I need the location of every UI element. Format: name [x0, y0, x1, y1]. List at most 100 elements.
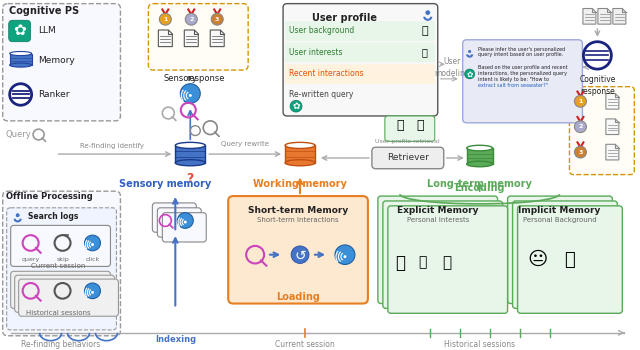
Circle shape	[91, 243, 94, 246]
Ellipse shape	[175, 160, 205, 166]
FancyBboxPatch shape	[388, 206, 508, 313]
Text: Retriever: Retriever	[387, 154, 429, 162]
Text: query: query	[22, 257, 40, 262]
Ellipse shape	[467, 161, 493, 167]
Circle shape	[177, 213, 193, 228]
FancyBboxPatch shape	[228, 196, 368, 303]
Text: 2: 2	[189, 17, 193, 22]
Text: Based on the user profile and recent: Based on the user profile and recent	[477, 65, 567, 70]
Text: response: response	[186, 74, 225, 83]
FancyBboxPatch shape	[152, 203, 196, 232]
Text: Sensory: Sensory	[163, 74, 197, 83]
Ellipse shape	[285, 142, 315, 148]
Polygon shape	[613, 8, 626, 24]
FancyBboxPatch shape	[9, 20, 31, 42]
Bar	[10, 54, 31, 65]
Text: 3: 3	[215, 17, 220, 22]
Text: ✿: ✿	[292, 102, 300, 111]
Text: Encoding: Encoding	[454, 183, 505, 193]
Text: Personal Background: Personal Background	[523, 217, 596, 223]
Text: Re-written query: Re-written query	[289, 90, 353, 99]
FancyBboxPatch shape	[518, 206, 622, 313]
Text: Short-term Interactions: Short-term Interactions	[257, 217, 339, 223]
FancyBboxPatch shape	[570, 87, 634, 175]
Text: 2: 2	[579, 124, 582, 129]
Circle shape	[468, 50, 472, 54]
FancyBboxPatch shape	[163, 213, 206, 242]
Circle shape	[344, 255, 346, 258]
Circle shape	[211, 13, 223, 25]
Polygon shape	[583, 8, 596, 24]
Text: 1: 1	[163, 17, 168, 22]
Text: User profile: User profile	[312, 13, 378, 23]
Text: 3: 3	[579, 149, 582, 155]
Bar	[467, 148, 493, 164]
Text: 📚: 📚	[422, 48, 428, 57]
FancyBboxPatch shape	[15, 275, 115, 312]
Text: Working memory: Working memory	[253, 180, 347, 189]
FancyBboxPatch shape	[283, 4, 438, 116]
FancyBboxPatch shape	[6, 208, 116, 330]
Text: extract salt from seawater?": extract salt from seawater?"	[477, 83, 548, 88]
Circle shape	[189, 94, 192, 97]
Text: Please infer the user's personalized: Please infer the user's personalized	[477, 47, 565, 51]
Polygon shape	[606, 93, 619, 109]
Text: 🎓: 🎓	[564, 251, 575, 268]
Circle shape	[15, 213, 20, 218]
FancyBboxPatch shape	[513, 201, 618, 308]
Circle shape	[84, 235, 100, 251]
Text: 1: 1	[579, 99, 582, 104]
FancyBboxPatch shape	[508, 196, 612, 303]
Polygon shape	[598, 8, 611, 24]
Circle shape	[184, 220, 187, 224]
Polygon shape	[184, 30, 198, 47]
Text: ↺: ↺	[294, 248, 306, 262]
FancyBboxPatch shape	[11, 225, 111, 266]
Ellipse shape	[10, 63, 31, 67]
Text: Implicit Memory: Implicit Memory	[518, 206, 601, 215]
Text: Historical sessions: Historical sessions	[444, 340, 515, 349]
Text: Current session: Current session	[31, 262, 86, 268]
Circle shape	[465, 69, 475, 79]
Text: Recent interactions: Recent interactions	[289, 69, 364, 78]
Ellipse shape	[285, 160, 315, 166]
Ellipse shape	[175, 142, 205, 148]
Polygon shape	[606, 119, 619, 134]
Circle shape	[335, 245, 355, 265]
Circle shape	[10, 84, 31, 105]
Ellipse shape	[467, 145, 493, 151]
Text: Current session: Current session	[275, 340, 335, 349]
Bar	[285, 145, 315, 163]
Circle shape	[91, 291, 94, 294]
FancyBboxPatch shape	[148, 4, 248, 70]
Text: Search logs: Search logs	[28, 212, 78, 221]
FancyBboxPatch shape	[385, 116, 435, 141]
Text: Query: Query	[6, 130, 31, 139]
Text: User
modeling: User modeling	[434, 57, 470, 77]
Polygon shape	[210, 30, 224, 47]
FancyBboxPatch shape	[19, 279, 118, 316]
Text: Query rewrite: Query rewrite	[221, 141, 269, 147]
Text: ✿: ✿	[13, 23, 26, 38]
Text: Memory: Memory	[38, 56, 76, 65]
Circle shape	[291, 246, 309, 264]
Circle shape	[159, 13, 172, 25]
Text: ✿: ✿	[467, 70, 473, 79]
Text: Indexing: Indexing	[155, 335, 196, 344]
Text: Personal Interests: Personal Interests	[406, 217, 469, 223]
FancyBboxPatch shape	[285, 43, 435, 62]
Circle shape	[180, 84, 200, 103]
Polygon shape	[606, 144, 619, 160]
Circle shape	[575, 121, 586, 133]
Text: Re-finding behaviors: Re-finding behaviors	[21, 340, 100, 349]
Text: Loading: Loading	[276, 292, 320, 302]
Text: 🎓: 🎓	[422, 26, 428, 36]
Text: 📚: 📚	[442, 255, 451, 270]
Polygon shape	[158, 30, 172, 47]
Text: Explicit Memory: Explicit Memory	[397, 206, 479, 215]
Text: 📚: 📚	[396, 119, 404, 132]
Circle shape	[575, 146, 586, 158]
Text: Sensory memory: Sensory memory	[119, 180, 211, 189]
Text: 🏀: 🏀	[395, 253, 405, 272]
FancyBboxPatch shape	[378, 196, 498, 303]
